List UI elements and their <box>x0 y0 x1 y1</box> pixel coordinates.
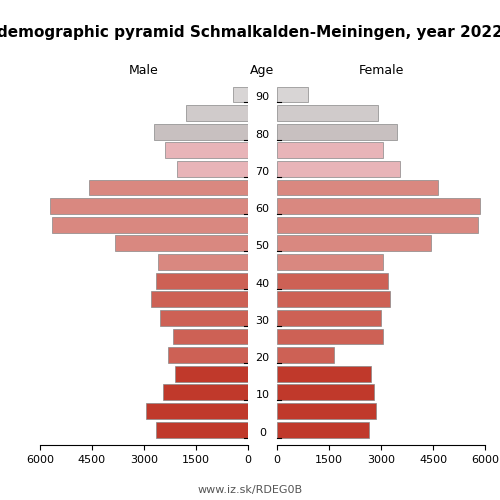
Bar <box>277 384 374 400</box>
Text: 20: 20 <box>256 353 270 363</box>
Bar <box>277 254 383 270</box>
Text: 50: 50 <box>256 242 270 252</box>
Text: 40: 40 <box>256 278 270 288</box>
Bar <box>277 347 334 363</box>
Bar <box>277 217 478 232</box>
Text: 70: 70 <box>256 167 270 177</box>
Title: Female: Female <box>358 64 404 78</box>
Bar <box>165 142 248 158</box>
Bar <box>277 272 388 288</box>
Text: 0: 0 <box>259 428 266 438</box>
Bar <box>158 254 248 270</box>
Title: Male: Male <box>129 64 159 78</box>
Bar <box>277 236 432 252</box>
Bar <box>277 292 390 307</box>
Bar <box>154 124 248 140</box>
Bar <box>114 236 248 252</box>
Text: 60: 60 <box>256 204 270 214</box>
Title: Age: Age <box>250 64 274 78</box>
Bar <box>177 161 248 177</box>
Text: 90: 90 <box>256 92 270 102</box>
Bar <box>277 180 438 196</box>
Bar <box>50 198 248 214</box>
Bar <box>160 310 248 326</box>
Bar <box>156 272 248 288</box>
Bar <box>277 328 383 344</box>
Bar <box>277 198 480 214</box>
Bar <box>277 86 308 102</box>
Bar <box>186 105 248 121</box>
Text: demographic pyramid Schmalkalden-Meiningen, year 2022: demographic pyramid Schmalkalden-Meining… <box>0 25 500 40</box>
Bar <box>277 105 378 121</box>
Bar <box>88 180 248 196</box>
Bar <box>175 366 248 382</box>
Bar <box>151 292 248 307</box>
Bar <box>156 422 248 438</box>
Bar <box>277 310 381 326</box>
Bar <box>277 124 396 140</box>
Bar <box>163 384 248 400</box>
Bar <box>234 86 248 102</box>
Bar <box>277 161 400 177</box>
Bar <box>52 217 248 232</box>
Text: 10: 10 <box>256 390 270 400</box>
Text: 30: 30 <box>256 316 270 326</box>
Bar <box>277 403 376 419</box>
Bar <box>277 142 383 158</box>
Bar <box>277 422 369 438</box>
Bar <box>174 328 248 344</box>
Bar <box>277 366 370 382</box>
Bar <box>146 403 248 419</box>
Bar <box>168 347 248 363</box>
Text: www.iz.sk/RDEG0B: www.iz.sk/RDEG0B <box>198 485 302 495</box>
Text: 80: 80 <box>256 130 270 140</box>
